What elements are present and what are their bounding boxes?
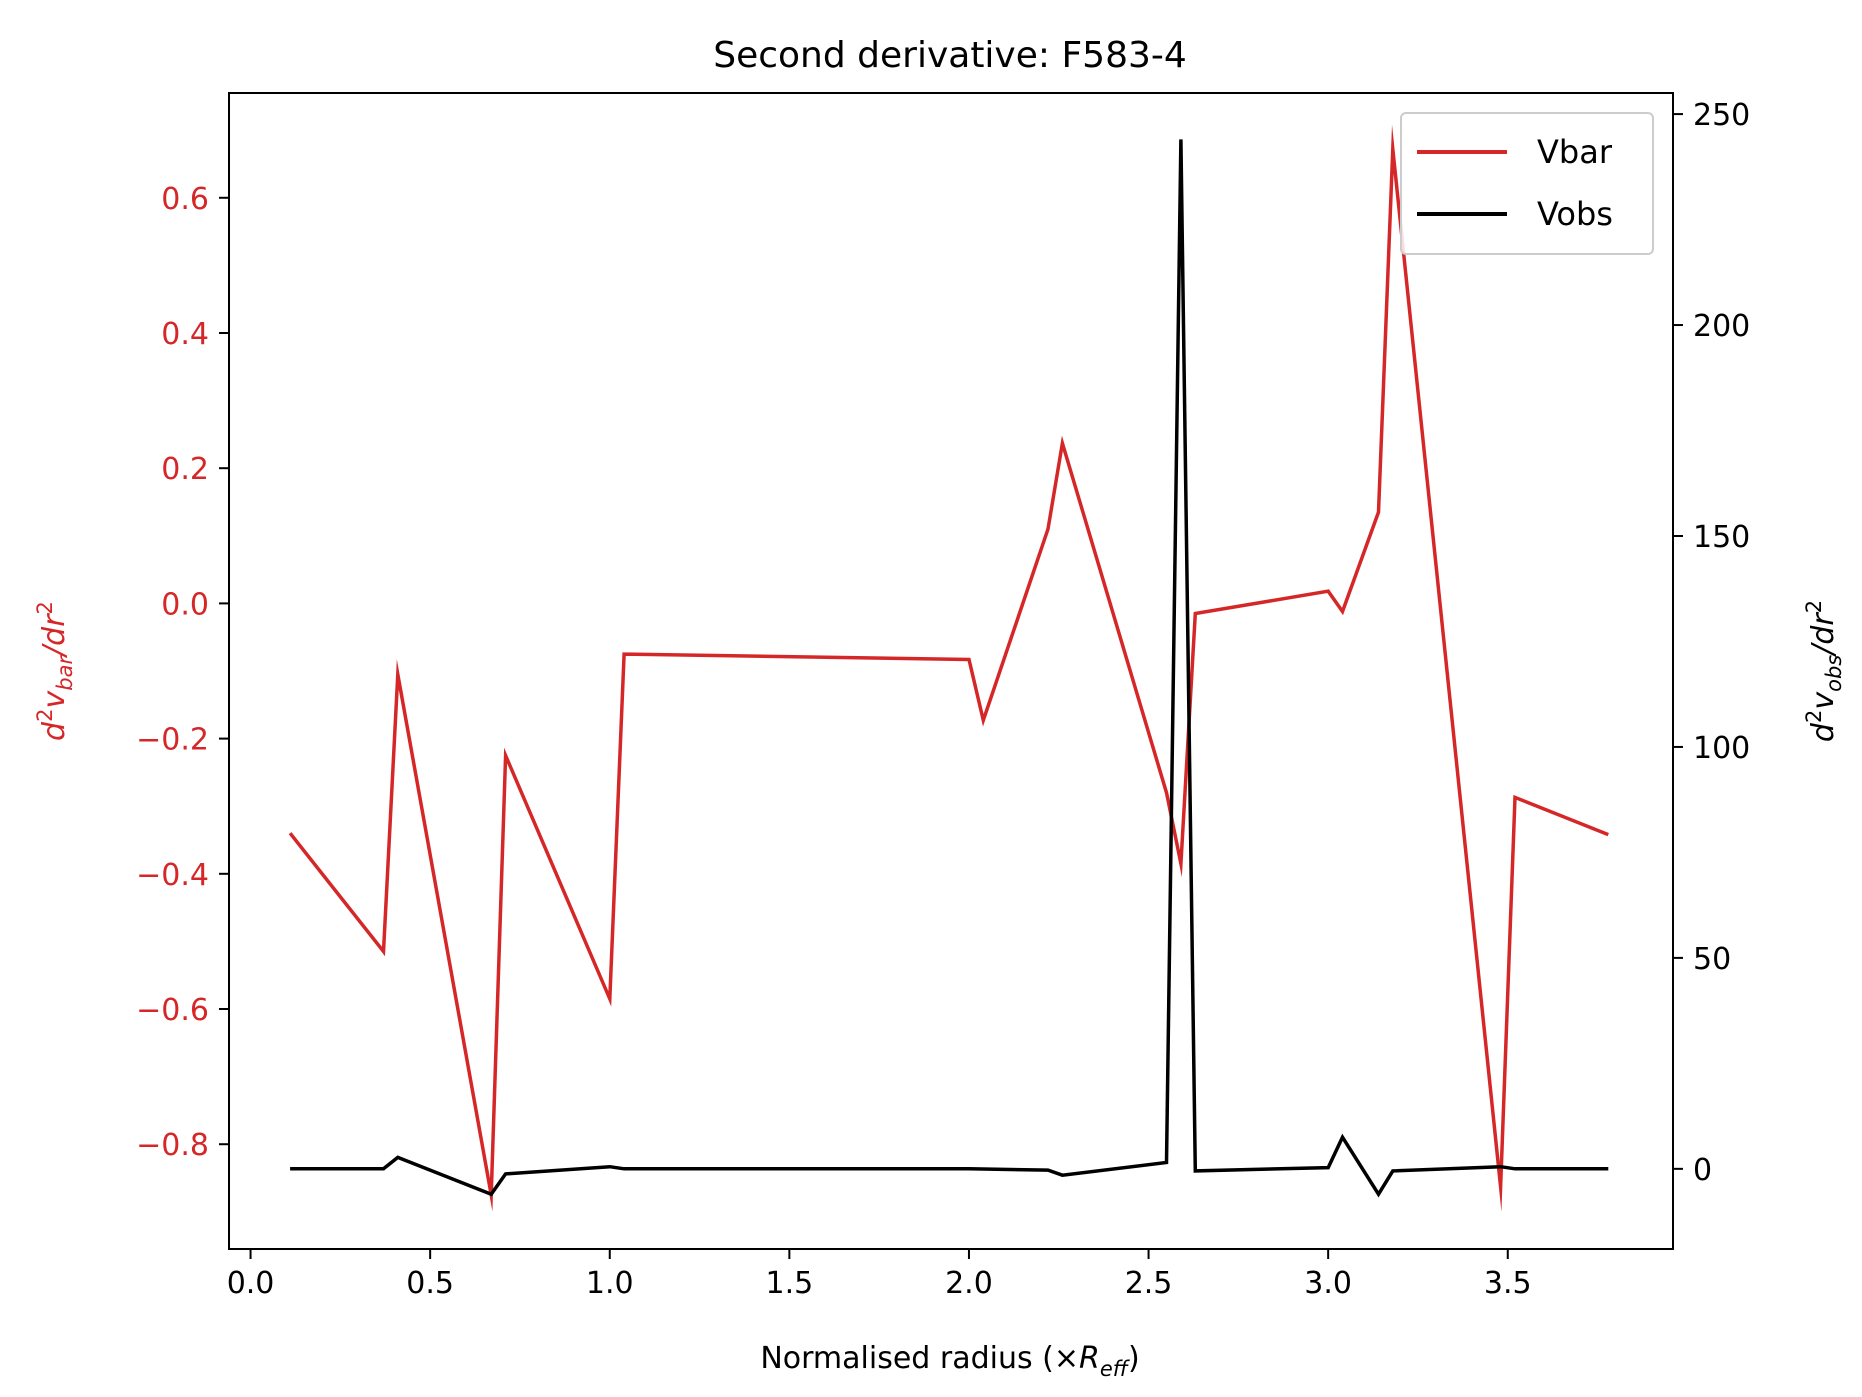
- right-axis-title-v: v: [1806, 691, 1841, 710]
- plot-area: [228, 92, 1674, 1250]
- left-tick-label: 0.0: [161, 587, 209, 622]
- x-axis-title-main: Normalised radius (×: [760, 1341, 1079, 1376]
- right-axis: 250 200 150 100 50 0: [1673, 98, 1750, 1188]
- right-tick-label: 50: [1693, 942, 1731, 977]
- x-axis-title-close: ): [1128, 1341, 1140, 1376]
- legend: Vbar Vobs: [1400, 112, 1654, 255]
- left-axis-title-v: v: [37, 690, 72, 709]
- right-tick-label: 100: [1693, 731, 1750, 766]
- left-axis: 0.6 0.4 0.2 0.0 −0.2 −0.4 −0.6 −0.8: [136, 182, 229, 1163]
- x-axis-title: Normalised radius (×Reff): [760, 1341, 1139, 1381]
- right-tick-label: 200: [1693, 309, 1750, 344]
- right-axis-title: d2vobs/dr2: [1802, 600, 1846, 742]
- chart-title: Second derivative: F583-4: [713, 35, 1187, 76]
- right-tick-label: 250: [1693, 98, 1750, 133]
- x-tick-label: 3.5: [1484, 1266, 1532, 1301]
- left-axis-title-sup: 2: [33, 709, 57, 722]
- right-axis-title-sup2: 2: [1802, 600, 1826, 613]
- x-tick-label: 2.0: [945, 1266, 993, 1301]
- x-axis: 0.0 0.5 1.0 1.5 2.0 2.5 3.0 3.5: [227, 1249, 1532, 1301]
- right-axis-title-sub: obs: [1822, 655, 1846, 692]
- left-tick-label: −0.8: [136, 1128, 209, 1163]
- left-axis-title-sub: bar: [53, 655, 77, 691]
- left-tick-label: 0.4: [161, 317, 209, 352]
- left-tick-label: 0.6: [161, 182, 209, 217]
- legend-label-vbar: Vbar: [1537, 133, 1613, 171]
- left-axis-title-sup2: 2: [33, 601, 57, 614]
- right-tick-label: 150: [1693, 520, 1750, 555]
- right-tick-label: 0: [1693, 1153, 1712, 1188]
- series-layer: [288, 124, 1609, 1212]
- right-axis-title-rest: /dr: [1806, 612, 1841, 658]
- series-line-vbar: [288, 124, 1609, 1212]
- left-tick-label: −0.6: [136, 993, 209, 1028]
- x-tick-label: 0.0: [227, 1266, 275, 1301]
- x-tick-label: 1.0: [586, 1266, 634, 1301]
- left-tick-label: −0.4: [136, 858, 209, 893]
- left-tick-label: 0.2: [161, 452, 209, 487]
- x-axis-title-symbol: R: [1079, 1341, 1100, 1376]
- x-tick-label: 1.5: [765, 1266, 813, 1301]
- x-tick-label: 3.0: [1304, 1266, 1352, 1301]
- legend-frame: [1400, 112, 1654, 255]
- series-line-vobs: [290, 139, 1609, 1198]
- x-tick-label: 0.5: [406, 1266, 454, 1301]
- x-axis-title-subscript: eff: [1100, 1357, 1131, 1381]
- x-tick-label: 2.5: [1125, 1266, 1173, 1301]
- legend-label-vobs: Vobs: [1537, 195, 1613, 233]
- left-axis-title-rest: /dr: [37, 613, 72, 659]
- left-axis-title: d2vbar/dr2: [33, 601, 77, 741]
- left-tick-label: −0.2: [136, 723, 209, 758]
- right-axis-title-sup: 2: [1802, 710, 1826, 723]
